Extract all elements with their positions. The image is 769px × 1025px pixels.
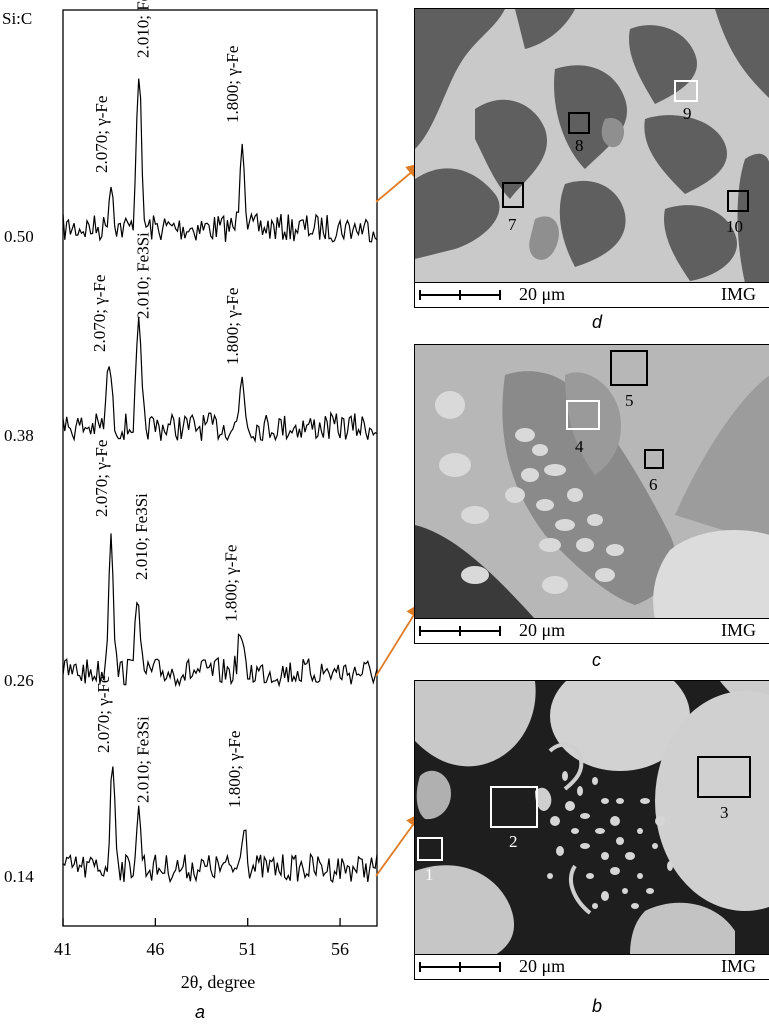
scale-bar: 20 μm IMG (415, 282, 769, 307)
img-tag: IMG (721, 956, 756, 976)
series-label-0.50: 0.50 (4, 227, 34, 246)
region-label-5: 5 (625, 391, 634, 410)
series-label-0.38: 0.38 (4, 426, 34, 445)
region-label-4: 4 (575, 437, 584, 456)
plot-frame (62, 9, 378, 927)
x-tick-label: 51 (239, 939, 257, 959)
panel-label-c: c (592, 650, 601, 670)
peak-label: 2.070; γ-Fe (94, 676, 113, 753)
series-label-0.14: 0.14 (4, 867, 34, 886)
region-box-6 (644, 449, 664, 469)
x-tick-label: 56 (331, 939, 349, 959)
scale-bar: 20 μm IMG (415, 618, 769, 643)
micrograph-c: 5 4 6 20 μm IMG (414, 344, 769, 644)
region-box-8 (568, 112, 590, 134)
region-box-2 (490, 786, 538, 828)
series-line-0.26 (62, 533, 378, 688)
peak-label: 1.800; γ-Fe (223, 288, 242, 365)
region-label-9: 9 (683, 104, 692, 123)
micrograph-image (415, 345, 769, 619)
peak-label: 2.010; Fe3Si (134, 232, 153, 319)
peak-label: 1.800; γ-Fe (221, 545, 240, 622)
region-label-2: 2 (509, 832, 518, 851)
img-tag: IMG (721, 620, 756, 640)
region-box-10 (727, 190, 749, 212)
img-tag: IMG (721, 284, 756, 304)
x-tick-label: 41 (54, 939, 72, 959)
series-line-0.50 (62, 78, 378, 243)
xrd-chart: Si:C 0.50 2.070; γ-Fe 2.010; Fe3Si 1.800; γ… (2, 0, 378, 1022)
peak-label: 1.800; γ-Fe (223, 46, 242, 123)
region-box-9 (674, 80, 698, 102)
region-label-1: 1 (425, 865, 434, 884)
peak-label: 2.010; Fe3Si (134, 716, 153, 803)
peak-label: 1.800; γ-Fe (225, 731, 244, 808)
micrograph-b: 1 2 3 20 μm IMG (414, 680, 769, 980)
peak-label: 2.070; γ-Fe (92, 440, 111, 517)
peak-label: 2.070; γ-Fe (90, 275, 109, 352)
region-label-7: 7 (508, 215, 517, 234)
series-line-0.14 (62, 766, 378, 884)
scale-text: 20 μm (519, 284, 566, 304)
region-box-7 (502, 182, 524, 208)
region-box-5 (610, 350, 648, 386)
panel-label-a: a (195, 1002, 205, 1022)
scale-bar: 20 μm IMG (415, 954, 769, 979)
region-label-10: 10 (726, 217, 743, 236)
region-label-8: 8 (575, 136, 584, 155)
x-axis-label: 2θ, degree (181, 972, 256, 992)
region-box-3 (697, 756, 751, 798)
scale-text: 20 μm (519, 620, 566, 640)
region-box-4 (566, 400, 600, 430)
scale-text: 20 μm (519, 956, 566, 976)
micrograph-image (415, 681, 769, 955)
legend-title: Si:C (2, 9, 32, 28)
micrograph-d: 8 9 7 10 20 μm IMG (414, 8, 769, 308)
panel-label-d: d (592, 312, 603, 332)
peak-label: 2.010; Fe3Si (134, 0, 153, 58)
region-box-1 (417, 837, 443, 861)
region-label-6: 6 (649, 475, 658, 494)
series-line-0.38 (62, 317, 378, 443)
peak-label: 2.010; Fe3Si (132, 493, 151, 580)
series-label-0.26: 0.26 (4, 671, 34, 690)
region-label-3: 3 (720, 803, 729, 822)
micrograph-image (415, 9, 769, 283)
panel-label-b: b (592, 996, 603, 1016)
x-tick-label: 46 (146, 939, 164, 959)
peak-label: 2.070; γ-Fe (92, 96, 111, 173)
